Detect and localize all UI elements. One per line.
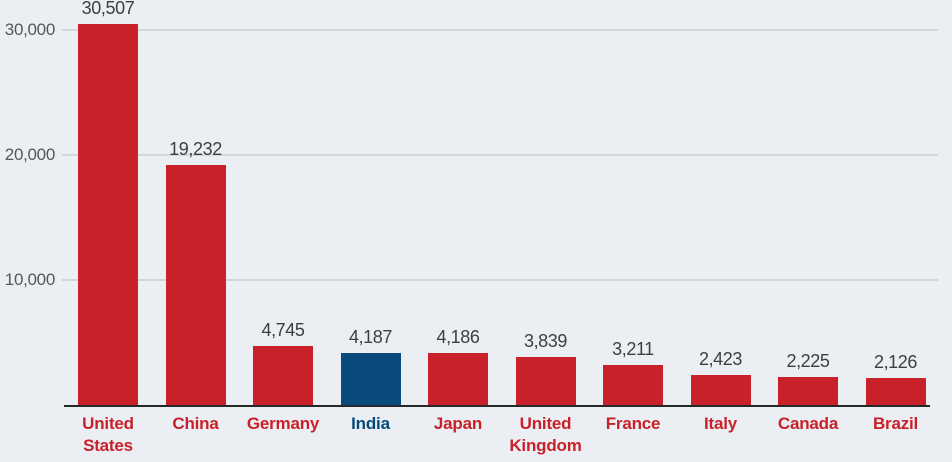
bar xyxy=(428,353,488,406)
bar-category-label: France xyxy=(605,414,661,433)
bar xyxy=(778,377,838,406)
bar-value-label: 2,126 xyxy=(873,352,918,372)
bar xyxy=(603,365,663,406)
y-tick-label: 10,000 xyxy=(4,270,56,289)
bar-value-label: 4,186 xyxy=(436,327,480,347)
bar xyxy=(340,353,401,406)
bar-category-label: China xyxy=(172,414,219,433)
bar-category-label: Germany xyxy=(246,414,320,433)
bar xyxy=(165,165,226,406)
bar xyxy=(515,357,576,406)
y-tick-label: 30,000 xyxy=(4,20,56,39)
bar-category-label: Canada xyxy=(777,414,839,433)
bar xyxy=(690,375,751,406)
bar xyxy=(865,378,926,406)
gridline xyxy=(62,29,938,31)
bar-category-label: India xyxy=(351,414,390,433)
bar-value-label: 19,232 xyxy=(169,139,222,159)
bar xyxy=(78,24,138,406)
bar-category-label: Japan xyxy=(433,414,483,433)
bar-category-label: United Kingdom xyxy=(509,414,582,455)
x-axis-line xyxy=(64,405,930,407)
gridline xyxy=(62,154,938,156)
bar-value-label: 4,187 xyxy=(348,327,393,347)
gridline xyxy=(62,279,938,281)
bar-category-label: Brazil xyxy=(872,414,919,433)
bar-value-label: 3,839 xyxy=(523,331,568,351)
bar-value-label: 2,423 xyxy=(698,349,743,369)
bar-value-label: 4,745 xyxy=(261,320,305,340)
bar xyxy=(253,346,313,406)
bar-category-label: United States xyxy=(82,414,134,455)
y-tick-label: 20,000 xyxy=(4,145,56,164)
bar-category-label: Italy xyxy=(703,414,738,433)
bar-value-label: 3,211 xyxy=(612,339,654,359)
bar-value-label: 2,225 xyxy=(786,351,830,371)
bar-value-label: 30,507 xyxy=(81,0,135,18)
